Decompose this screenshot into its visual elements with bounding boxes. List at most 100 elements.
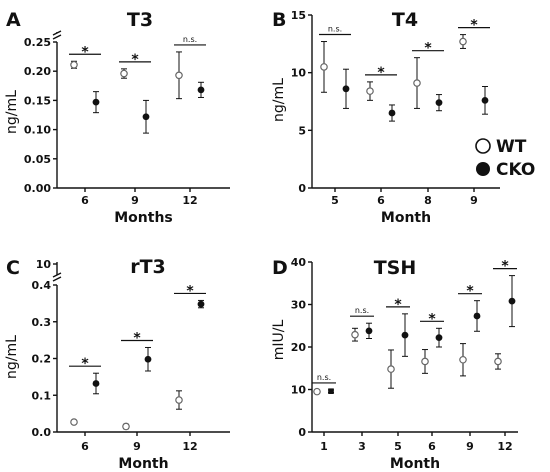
y-axis-label: ng/mL [271,78,287,122]
y-tick-label: 0.25 [24,36,51,49]
panel-letter: B [272,9,286,31]
x-tick-label: 8 [424,194,432,207]
significance-star: * [394,297,402,313]
x-tick-label: 1 [320,440,328,453]
x-tick-label: 9 [131,194,139,207]
wt-point [387,365,395,373]
legend-cko-marker [476,162,490,176]
cko-point [365,327,373,335]
x-tick-label: 5 [331,194,339,207]
legend-label: CKO [496,160,535,180]
wt-point [70,418,78,426]
cko-point [328,388,334,394]
significance-star: * [81,44,89,60]
panel-a: A T3 0.00 0.05 0.10 0.15 0.20 0.25 ng/mL 6 9 12 Mont… [4,9,230,226]
y-tick-label: 0.10 [24,124,51,137]
chart-title: T4 [392,9,418,31]
x-tick-label: 12 [182,440,197,453]
wt-point [175,71,183,80]
y-tick-label: 10 [291,67,307,80]
wt-point [494,357,502,366]
cko-point [197,86,205,94]
wt-point [459,37,467,46]
x-axis-label: Months [114,210,173,226]
panel-letter: D [272,257,288,279]
y-tick-label: 0 [298,426,306,439]
x-axis-label: Month [118,456,168,472]
significance-star: * [81,356,89,372]
y-tick-label: 10 [291,384,307,397]
panel-letter: A [6,9,21,31]
significance-star: * [428,311,436,327]
wt-point [122,422,130,431]
wt-point [413,79,421,87]
panel-letter: C [6,257,20,279]
chart-title: rT3 [130,256,166,278]
cko-point [508,297,516,305]
y-tick-label: 0.05 [24,153,51,166]
wt-point [70,60,78,69]
cko-point [401,331,409,339]
x-tick-label: 6 [428,440,436,453]
y-tick-label: 20 [291,341,307,354]
x-tick-label: 3 [358,440,366,453]
y-axis-label: mIU/L [271,320,287,361]
ns-label: n.s. [355,306,369,315]
panel-d: D TSH 0 10 20 30 40 mIU/L 1 3 5 6 9 12 Month n.s. n.s. * *… [271,256,518,472]
significance-star: * [501,259,509,275]
x-axis-label: Month [390,456,440,472]
significance-star: * [186,283,194,299]
wt-point [421,357,429,366]
y-tick-label: 0.2 [32,353,52,366]
cko-point [481,96,489,104]
ns-label: n.s. [183,35,197,44]
y-tick-label: 0.00 [24,182,51,195]
wt-point [313,387,321,396]
axis-break-mark [52,30,62,40]
x-tick-label: 9 [133,440,141,453]
significance-star: * [424,41,432,57]
y-tick-label: 0.4 [32,279,52,292]
significance-star: * [133,330,141,346]
cko-point [342,85,350,93]
significance-star: * [377,65,385,81]
legend-label: WT [496,137,527,157]
cko-point [197,300,205,308]
cko-point [435,334,443,342]
wt-point [351,330,359,339]
cko-point [92,380,100,387]
cko-point [144,355,152,363]
cko-point [388,109,396,117]
significance-star: * [466,284,474,300]
cko-point [92,98,100,106]
x-tick-label: 12 [182,194,197,207]
ns-label: n.s. [328,25,342,34]
y-tick-label: 0.20 [24,65,51,78]
y-axis-label: ng/mL [4,335,20,379]
cko-point [435,99,443,107]
x-axis-label: Month [381,210,431,226]
wt-point [459,355,467,364]
x-tick-label: 12 [497,440,512,453]
legend-wt-marker [475,138,491,154]
significance-star: * [470,18,478,34]
significance-star: * [131,52,139,68]
y-tick-label: 0.1 [32,389,52,402]
y-tick-label: 0.15 [24,94,51,107]
y-axis-label: ng/mL [4,90,20,134]
y-tick-label: 10 [36,258,52,271]
axis-break-mark [52,272,62,282]
y-tick-label: 5 [298,124,306,137]
y-tick-label: 30 [291,299,307,312]
wt-point [320,63,328,71]
y-tick-label: 0.3 [32,316,52,329]
wt-point [366,87,374,95]
chart-title: TSH [374,257,417,279]
cko-point [473,312,481,320]
y-tick-label: 15 [291,9,306,22]
panel-b: B T4 0 5 10 15 ng/mL 5 6 8 9 Month n.s. * * * [271,9,500,226]
y-tick-label: 0 [298,182,306,195]
x-tick-label: 6 [377,194,385,207]
